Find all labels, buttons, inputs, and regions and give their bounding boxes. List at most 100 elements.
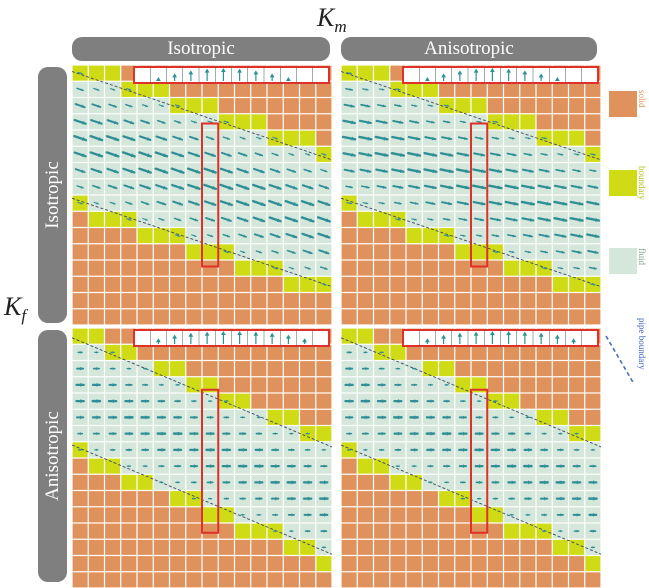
lattice-cell [585,98,600,113]
lattice-cell [219,98,234,113]
lattice-cell [488,82,503,97]
lattice-cell [553,114,568,129]
lattice-cell [537,572,552,587]
lattice-cell [121,524,136,539]
lattice-cell [455,293,470,308]
lattice-cell [300,277,315,292]
lattice-cell [439,244,454,259]
panel-iso-iso [72,65,332,325]
lattice-cell [251,394,266,409]
lattice-cell [154,228,169,243]
lattice-cell [455,377,470,392]
legend-fluid-swatch [609,248,637,274]
lattice-cell [504,361,519,376]
lattice-cell [472,98,487,113]
lattice-cell [390,228,405,243]
lattice-cell [374,329,389,344]
lattice-cell [585,394,600,409]
lattice-cell [520,82,535,97]
lattice-cell [300,131,315,146]
lattice-cell [342,459,357,474]
lattice-cell [455,572,470,587]
lattice-cell [300,345,315,360]
lattice-cell [407,309,422,324]
lattice-cell [89,293,104,308]
lattice-cell [300,114,315,129]
lattice-cell [342,277,357,292]
lattice-cell [439,361,454,376]
lattice-cell [105,572,120,587]
column-header-anisotropic: Anisotropic [341,37,597,61]
lattice-cell [268,277,283,292]
lattice-cell [374,491,389,506]
lattice-cell [268,540,283,555]
lattice-cell [170,572,185,587]
lattice-cell [569,394,584,409]
lattice-cell [439,572,454,587]
lattice-cell [358,540,373,555]
lattice-cell [537,309,552,324]
lattice-cell [268,394,283,409]
lattice-cell [569,131,584,146]
lattice-cell [186,524,201,539]
lattice-cell [537,556,552,571]
lattice-cell [170,277,185,292]
lattice-cell [170,507,185,522]
lattice-cell [342,212,357,227]
lattice-cell [73,309,88,324]
lattice-cell [316,377,331,392]
lattice-cell [121,277,136,292]
lattice-cell [73,540,88,555]
lattice-cell [374,261,389,276]
lattice-cell [154,309,169,324]
lattice-cell [390,309,405,324]
velocity-profile-inset [134,67,329,83]
lattice-cell [390,524,405,539]
lattice-cell [138,261,153,276]
lattice-cell [251,114,266,129]
lattice-cell [89,507,104,522]
lattice-cell [520,277,535,292]
lattice-cell [358,244,373,259]
lattice-cell [488,277,503,292]
lattice-cell [138,507,153,522]
lattice-cell [439,345,454,360]
lattice-cell [121,572,136,587]
lattice-cell [235,277,250,292]
lattice-cell [89,309,104,324]
lattice-cell [268,345,283,360]
lattice-cell [390,345,405,360]
lattice-cell [300,410,315,425]
lattice-cell [89,491,104,506]
lattice-cell [73,507,88,522]
lattice-cell [358,459,373,474]
lattice-cell [407,556,422,571]
lattice-cell [585,309,600,324]
lattice-cell [105,309,120,324]
lattice-cell [219,82,234,97]
legend-boundary-label: boundary [637,166,647,200]
lattice-cell [488,572,503,587]
lattice-cell [520,261,535,276]
lattice-cell [504,524,519,539]
lattice-cell [219,524,234,539]
lattice-cell [235,98,250,113]
lattice-cell [121,293,136,308]
lattice-cell [423,261,438,276]
lattice-cell [203,309,218,324]
lattice-cell [569,361,584,376]
lattice-cell [89,329,104,344]
lattice-cell [504,556,519,571]
lattice-cell [268,82,283,97]
velocity-profile-inset [403,330,598,346]
lattice-cell [73,524,88,539]
lattice-cell [439,524,454,539]
lattice-cell [358,261,373,276]
lattice-cell [186,82,201,97]
lattice-cell [203,540,218,555]
lattice-cell [504,572,519,587]
lattice-cell [121,345,136,360]
column-header-isotropic: Isotropic [72,37,330,61]
lattice-cell [154,261,169,276]
lattice-cell [170,345,185,360]
